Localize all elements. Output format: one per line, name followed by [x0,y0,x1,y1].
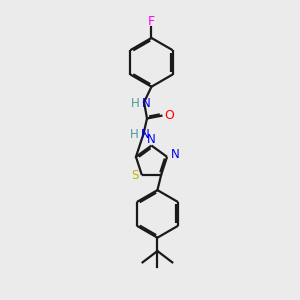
Text: N: N [147,133,156,146]
Text: H: H [130,128,139,141]
Text: N: N [171,148,180,161]
Text: F: F [148,15,155,28]
Text: H: H [131,97,140,110]
Text: N: N [141,128,150,141]
Text: O: O [164,109,174,122]
Text: N: N [142,97,151,110]
Text: S: S [131,169,138,182]
